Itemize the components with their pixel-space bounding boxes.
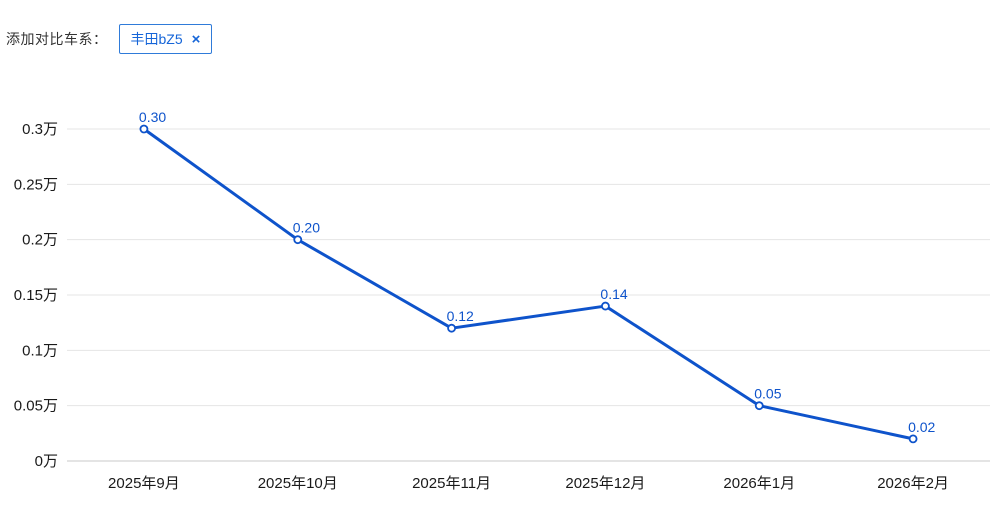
svg-text:0.05万: 0.05万 <box>14 398 58 415</box>
svg-text:2025年10月: 2025年10月 <box>258 475 338 492</box>
svg-text:0万: 0万 <box>35 453 58 470</box>
svg-text:0.1万: 0.1万 <box>22 342 58 359</box>
svg-text:0.20: 0.20 <box>293 220 320 236</box>
svg-text:0.05: 0.05 <box>754 386 781 402</box>
x-axis-labels: 2025年9月 2025年10月 2025年11月 2025年12月 2026年1月 20… <box>108 475 949 492</box>
svg-text:2025年12月: 2025年12月 <box>565 475 645 492</box>
svg-text:0.30: 0.30 <box>139 109 166 125</box>
svg-text:2026年1月: 2026年1月 <box>723 475 795 492</box>
y-axis-labels: 0万 0.05万 0.1万 0.15万 0.2万 0.25万 0.3万 <box>14 121 58 470</box>
close-icon[interactable]: × <box>191 30 201 48</box>
svg-text:0.02: 0.02 <box>908 419 935 435</box>
gridlines <box>67 128 990 462</box>
svg-text:0.3万: 0.3万 <box>22 121 58 138</box>
svg-text:2025年9月: 2025年9月 <box>108 475 180 492</box>
svg-text:0.12: 0.12 <box>447 308 474 324</box>
svg-text:0.14: 0.14 <box>600 286 627 302</box>
svg-text:0.2万: 0.2万 <box>22 232 58 249</box>
svg-text:2026年2月: 2026年2月 <box>877 475 949 492</box>
svg-text:0.15万: 0.15万 <box>14 287 58 304</box>
series-tag-name: 丰田bZ5 <box>130 31 183 47</box>
svg-text:0.25万: 0.25万 <box>14 176 58 193</box>
data-value-labels: 0.30 0.20 0.12 0.14 0.05 0.02 <box>139 109 936 435</box>
series-tag[interactable]: 丰田bZ5 × <box>118 24 213 54</box>
compare-series-label: 添加对比车系： <box>6 31 108 47</box>
svg-text:2025年11月: 2025年11月 <box>412 475 491 492</box>
compare-series-bar: 添加对比车系： 丰田bZ5 × <box>6 24 213 54</box>
data-line[interactable] <box>142 127 915 441</box>
data-points[interactable] <box>139 124 918 444</box>
